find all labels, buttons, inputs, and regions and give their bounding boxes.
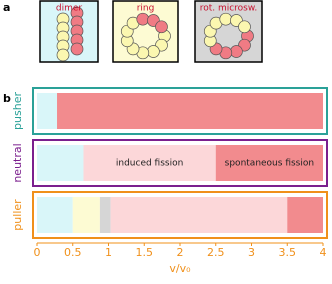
particle — [56, 48, 70, 62]
state-label: rot. microsw. — [200, 4, 258, 14]
row-frame — [32, 87, 328, 135]
x-tick-label: 4 — [320, 246, 327, 259]
x-tick-label: 1 — [105, 246, 112, 259]
panel-label: a — [3, 1, 10, 14]
segment — [37, 145, 84, 181]
state-label: dimer — [56, 4, 83, 14]
segment — [83, 145, 216, 181]
particle — [230, 45, 243, 58]
segment — [287, 197, 323, 233]
x-tick-label: 2 — [177, 246, 184, 259]
x-tick-label: 3.5 — [279, 246, 297, 259]
state-label: ring — [137, 4, 155, 14]
segment — [37, 197, 73, 233]
x-tick-label: 0 — [34, 246, 41, 259]
row-label: puller — [11, 199, 24, 231]
segment — [215, 145, 323, 181]
segment — [110, 197, 288, 233]
x-tick-label: 2.5 — [207, 246, 225, 259]
particle — [219, 12, 233, 26]
segment-label: induced fission — [116, 159, 183, 169]
segment — [99, 197, 111, 233]
x-tick-label: 3 — [248, 246, 255, 259]
segment — [72, 197, 100, 233]
state-box — [39, 0, 99, 63]
segment — [57, 93, 324, 129]
panel-label: b — [3, 92, 11, 105]
x-axis-label: v/v₀ — [169, 262, 191, 275]
row-label: pusher — [11, 92, 24, 130]
segment — [37, 93, 58, 129]
row-frame — [32, 191, 328, 239]
particle — [70, 42, 84, 56]
particle — [136, 12, 150, 26]
segment-label: spontaneous fission — [225, 159, 314, 169]
x-tick-label: 1.5 — [136, 246, 154, 259]
particle — [147, 45, 160, 58]
particle — [238, 20, 251, 34]
particle — [155, 20, 168, 34]
row-frame — [32, 139, 328, 187]
row-label: neutral — [11, 143, 24, 182]
x-tick-label: 0.5 — [64, 246, 82, 259]
